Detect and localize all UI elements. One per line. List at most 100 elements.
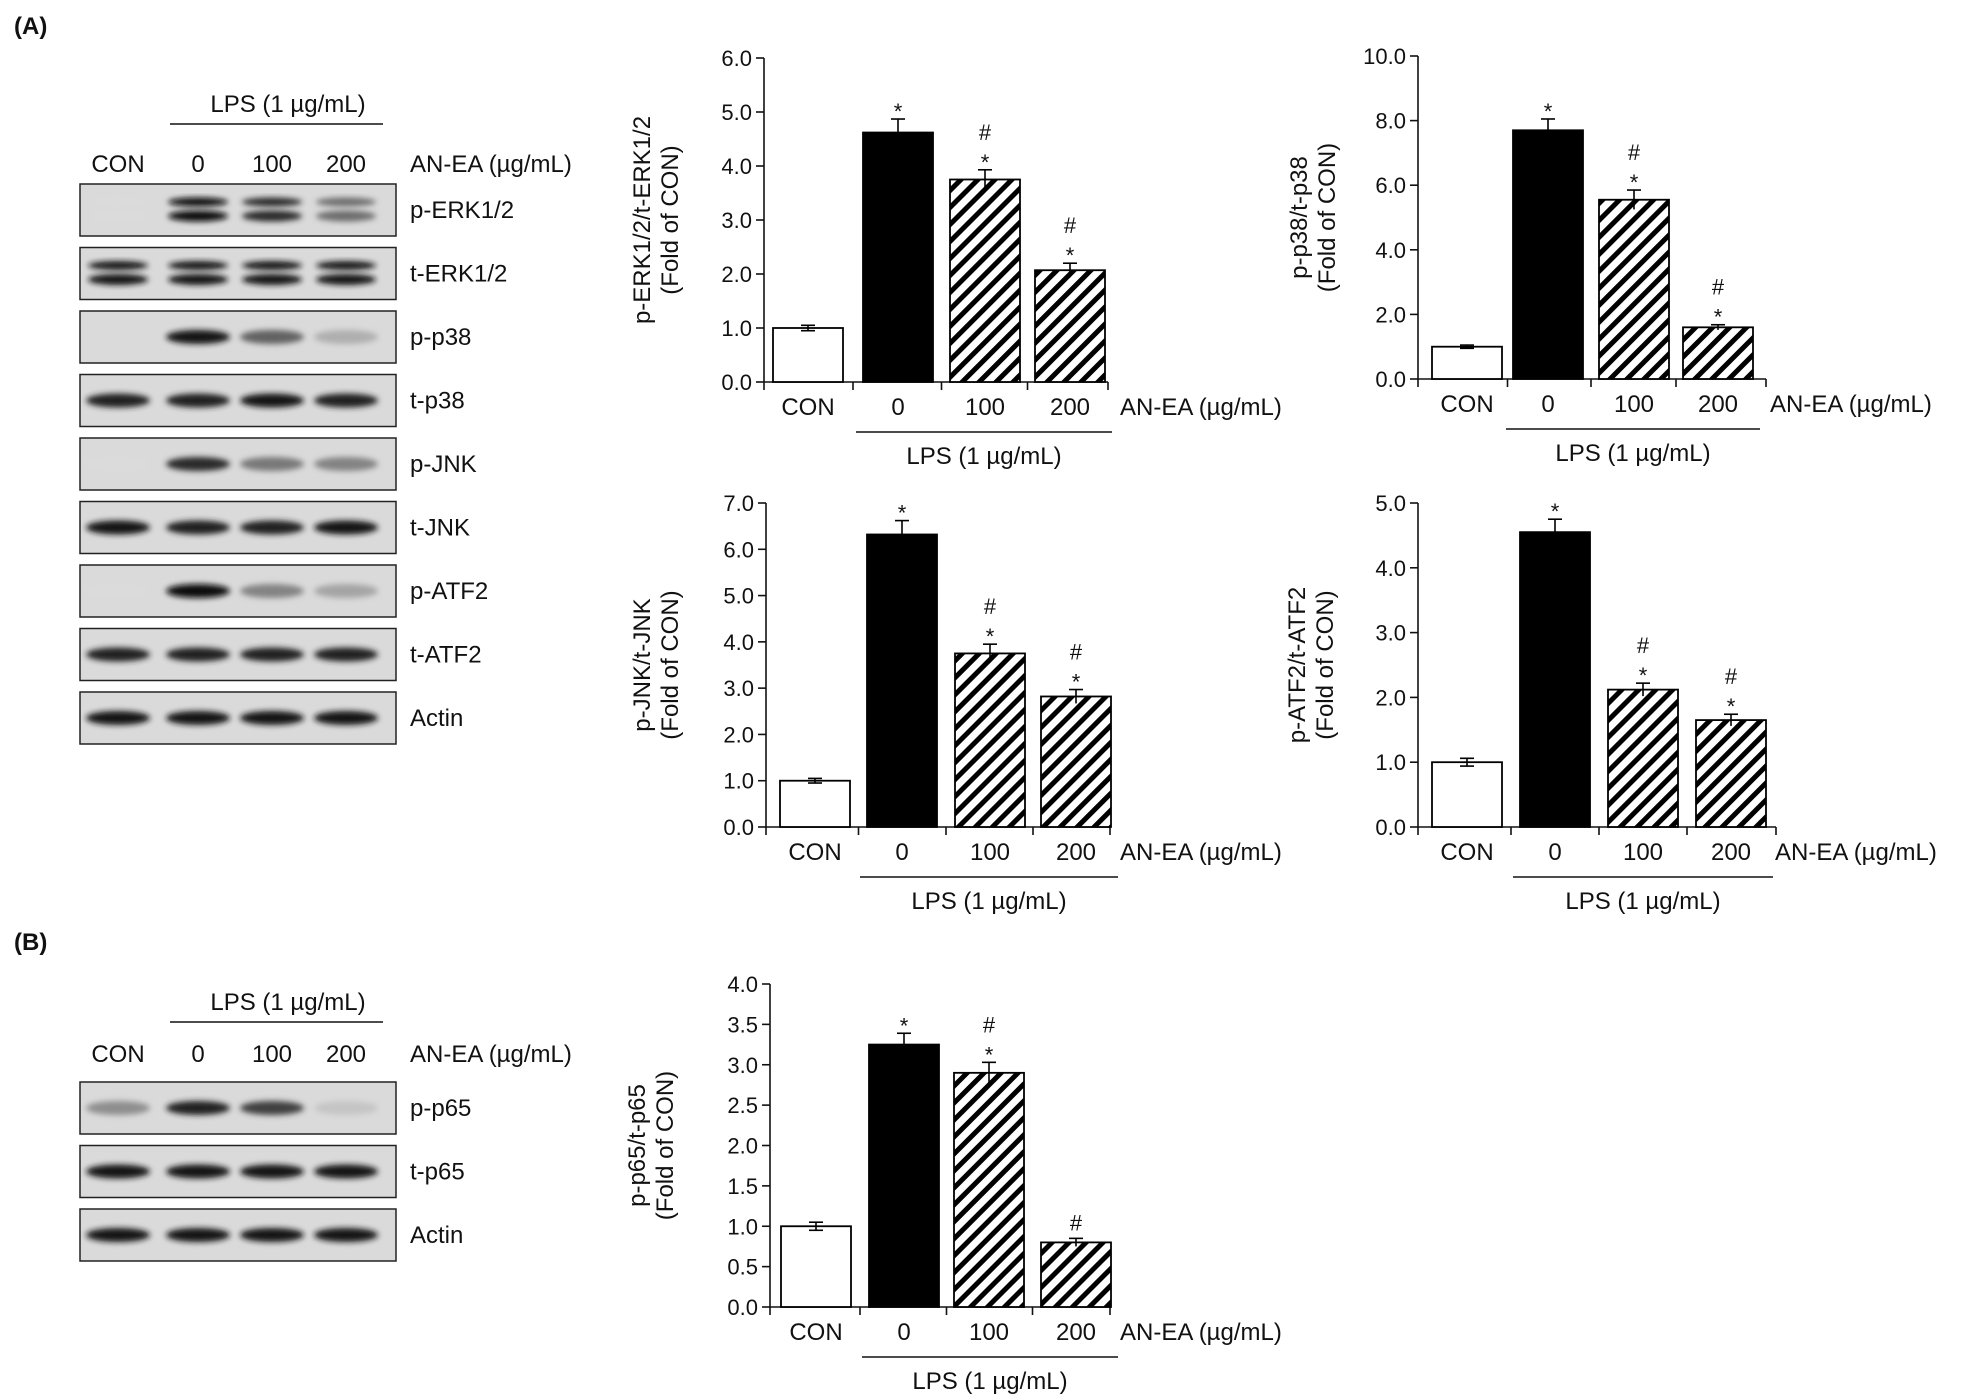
y-tick-label: 3.0 <box>723 676 754 701</box>
blot-band <box>314 520 378 535</box>
error-bar <box>1548 518 1562 546</box>
x-tick-label: 0 <box>897 1319 910 1346</box>
blot-lane-label: CON <box>91 151 144 178</box>
western-blot-a: LPS (1 µg/mL) CON 0 100 200 AN-EA (µg/mL) p-ER… <box>79 91 572 745</box>
significance-marker: # * <box>1637 633 1650 688</box>
y-axis-label: p-JNK/t-JNK <box>629 598 656 731</box>
blot-band <box>86 647 150 662</box>
blot-band <box>316 274 376 285</box>
significance-marker: # * <box>1628 140 1641 195</box>
error-bar <box>1063 262 1077 278</box>
x-tick-label: 100 <box>969 1319 1009 1346</box>
treatment-label: AN-EA (µg/mL) <box>1120 1319 1282 1346</box>
blot-lane-label: 0 <box>191 1041 204 1068</box>
significance-marker: # * <box>979 120 992 175</box>
x-tick-label: CON <box>781 394 834 421</box>
y-tick-label: 2.0 <box>723 722 754 747</box>
blot-band <box>314 330 378 344</box>
x-tick-label: 0 <box>1548 839 1561 866</box>
error-bar <box>1460 344 1474 350</box>
bar <box>1598 198 1670 380</box>
significance-marker: * <box>1544 99 1553 124</box>
blot-band <box>166 393 230 408</box>
error-bar <box>1069 688 1083 704</box>
blot-band <box>86 1228 150 1242</box>
y-tick-label: 3.0 <box>1375 621 1406 646</box>
blot-band <box>168 274 228 285</box>
y-tick-label: 8.0 <box>1375 109 1406 134</box>
blot-row: t-p38 <box>79 373 465 428</box>
bar-chart-atf2: 0.0 1.0 2.0 3.0 4.0 5.0 CON * 0 # * 100 # * 200 AN-EA (… <box>1284 491 1937 915</box>
y-tick-label: 4.0 <box>727 972 758 997</box>
panel-label-b: (B) <box>14 929 47 956</box>
group-label: LPS (1 µg/mL) <box>912 1368 1067 1395</box>
blot-treatment-label: AN-EA (µg/mL) <box>410 151 572 178</box>
x-tick-label: 0 <box>891 394 904 421</box>
blot-band <box>316 197 376 207</box>
x-tick-label: 0 <box>895 839 908 866</box>
significance-marker: * <box>900 1013 909 1038</box>
x-tick-label: CON <box>1440 391 1493 418</box>
blot-band <box>166 1101 230 1115</box>
x-tick-label: CON <box>789 1319 842 1346</box>
blot-row-label: p-ERK1/2 <box>410 197 514 224</box>
blot-band <box>314 1228 378 1242</box>
bar <box>1040 1241 1112 1308</box>
y-tick-label: 2.0 <box>1375 685 1406 710</box>
blot-row-label: p-p38 <box>410 324 471 351</box>
significance-marker: # * <box>984 594 997 649</box>
y-tick-label: 1.0 <box>721 316 752 341</box>
blot-band <box>86 1101 150 1115</box>
y-tick-label: 1.0 <box>1375 750 1406 775</box>
y-tick-label: 0.0 <box>727 1295 758 1320</box>
blot-band <box>240 1164 304 1179</box>
blot-row-label: t-ATF2 <box>410 642 482 669</box>
x-tick-label: 100 <box>970 839 1010 866</box>
blot-band <box>166 1228 230 1242</box>
bar <box>1519 531 1591 828</box>
y-axis-label: p-ATF2/t-ATF2 <box>1284 587 1311 743</box>
group-label: LPS (1 µg/mL) <box>911 888 1066 915</box>
blot-lane-label: 200 <box>326 1041 366 1068</box>
y-tick-label: 2.0 <box>727 1134 758 1159</box>
x-tick-label: 0 <box>1541 391 1554 418</box>
error-bar <box>1724 713 1738 726</box>
significance-marker: * <box>894 99 903 124</box>
blot-lane-label: 100 <box>252 1041 292 1068</box>
bar-chart-jnk: 0.0 1.0 2.0 3.0 4.0 5.0 6.0 7.0 CON * 0 # * 100 # * 200 A… <box>629 491 1282 915</box>
y-tick-label: 0.0 <box>723 815 754 840</box>
blot-band <box>240 1228 304 1242</box>
blot-band <box>240 711 304 725</box>
blot-band <box>240 1101 304 1115</box>
bar <box>953 1071 1025 1308</box>
y-tick-label: 0.5 <box>727 1255 758 1280</box>
bar <box>1607 688 1679 828</box>
treatment-label: AN-EA (µg/mL) <box>1120 839 1282 866</box>
blot-band <box>242 261 302 270</box>
y-axis-label: p-p65/t-p65 <box>624 1084 651 1207</box>
blot-row: p-p65 <box>79 1081 471 1135</box>
blot-row: Actin <box>79 691 463 745</box>
bar <box>862 131 934 383</box>
blot-row-label: t-JNK <box>410 515 470 542</box>
bar <box>868 1043 940 1308</box>
bar <box>954 652 1026 828</box>
x-tick-label: 200 <box>1056 1319 1096 1346</box>
y-tick-label: 0.0 <box>1375 815 1406 840</box>
x-tick-label: CON <box>788 839 841 866</box>
y-tick-label: 4.0 <box>723 630 754 655</box>
blot-band <box>88 210 148 222</box>
blot-band <box>88 274 148 285</box>
y-tick-label: 1.5 <box>727 1174 758 1199</box>
blot-lane-label: 200 <box>326 151 366 178</box>
x-tick-label: 100 <box>1614 391 1654 418</box>
y-tick-label: 3.0 <box>721 208 752 233</box>
y-tick-label: 0.0 <box>1375 367 1406 392</box>
bar-chart-erk: 0.0 1.0 2.0 3.0 4.0 5.0 6.0 CON * 0 # * 100 # * 200 AN-E… <box>629 46 1282 470</box>
group-label: LPS (1 µg/mL) <box>1565 888 1720 915</box>
significance-marker: # * <box>1725 664 1738 719</box>
bar <box>1034 269 1106 383</box>
blot-band <box>242 274 302 285</box>
error-bar <box>982 1061 996 1084</box>
